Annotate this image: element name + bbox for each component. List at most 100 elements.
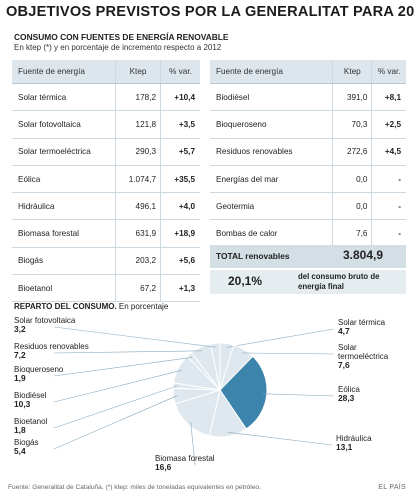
pie-label: Eólica xyxy=(338,385,360,394)
header-pct: % var. xyxy=(160,60,200,84)
row-ktep: 1.074,7 xyxy=(114,165,161,194)
source-note: Fuente: Generalitat de Cataluña. (*) kte… xyxy=(8,484,261,491)
pie-value-label: 28,3 xyxy=(338,393,355,403)
row-pct: +3,5 xyxy=(160,110,200,139)
leader-line xyxy=(53,385,178,429)
row-pct: +8,1 xyxy=(371,83,406,112)
leader-line xyxy=(262,393,335,397)
header-source: Fuente de energía xyxy=(12,60,116,84)
table-row: Biomasa forestal 631,9 +18,9 xyxy=(12,219,200,248)
table-subtitle: En ktep (*) y en porcentaje de increment… xyxy=(14,43,222,52)
pie-title-rest: En porcentaje xyxy=(116,302,169,311)
row-pct: +4,5 xyxy=(371,138,406,166)
page-title: OBJETIVOS PREVISTOS POR LA GENERALITAT P… xyxy=(6,4,414,20)
row-pct: - xyxy=(371,165,406,194)
leader-line xyxy=(227,431,333,446)
pie-value-label: 10,3 xyxy=(14,399,31,409)
share-percent: 20,1% xyxy=(228,274,263,288)
leader-line xyxy=(53,350,203,354)
pie-value-label: 1,9 xyxy=(14,373,26,383)
pie-label: Bioetanol xyxy=(14,417,48,426)
pie-value-label: 16,6 xyxy=(155,462,172,472)
row-name: Solar térmica xyxy=(12,83,116,112)
row-name: Bioqueroseno xyxy=(210,110,333,139)
leader-line xyxy=(226,328,335,348)
row-pct: +5,7 xyxy=(160,138,200,166)
table-title: CONSUMO CON FUENTES DE ENERGÍA RENOVABLE xyxy=(14,32,229,42)
row-name: Residuos renovables xyxy=(210,138,333,166)
row-ktep: 272,6 xyxy=(332,138,372,166)
pie-value-label: 7,2 xyxy=(14,350,26,360)
table-row: Eólica 1.074,7 +35,5 xyxy=(12,165,200,194)
row-pct: +1,3 xyxy=(160,274,200,303)
row-pct: - xyxy=(371,192,406,221)
energy-table-left: Fuente de energía Ktep % var. Solar térm… xyxy=(12,60,200,303)
table-row: Geotermia 0,0- xyxy=(210,192,406,221)
brand-logo: EL PAÍS xyxy=(378,484,406,491)
total-value: 3.804,9 xyxy=(343,248,384,262)
row-name: Bioetanol xyxy=(12,274,116,303)
leader-line xyxy=(53,357,192,377)
pie-slice-biomasa-forestal xyxy=(174,389,221,437)
row-pct: +35,5 xyxy=(160,165,200,194)
leader-line xyxy=(53,395,178,450)
row-name: Bombas de calor xyxy=(210,219,333,248)
table-header-row: Fuente de energía Ktep % var. xyxy=(12,60,200,84)
row-ktep: 290,3 xyxy=(114,138,161,166)
pie-title: REPARTO DEL CONSUMO. En porcentaje xyxy=(14,302,168,311)
pie-label: Solar térmica xyxy=(338,318,386,327)
row-ktep: 496,1 xyxy=(114,192,161,221)
table-row: Biodiésel 391,0 +8,1 xyxy=(210,83,406,112)
row-ktep: 631,9 xyxy=(114,219,161,248)
leader-line xyxy=(53,370,182,403)
pie-value-label: 3,2 xyxy=(14,324,26,334)
pie-label: Biogás xyxy=(14,438,38,447)
header-ktep: Ktep xyxy=(114,60,161,84)
leader-line xyxy=(53,326,216,348)
row-pct: +10,4 xyxy=(160,83,200,112)
total-row: TOTAL renovables 3.804,9 xyxy=(210,245,406,268)
pie-value-label: 7,6 xyxy=(338,360,350,370)
share-description: del consumo bruto de energía final xyxy=(298,272,380,291)
row-name: Geotermia xyxy=(210,192,333,221)
leader-line xyxy=(190,421,196,466)
row-ktep: 0,0 xyxy=(332,165,372,194)
row-ktep: 70,3 xyxy=(332,110,372,139)
row-ktep: 203,2 xyxy=(114,247,161,276)
header-ktep: Ktep xyxy=(332,60,372,84)
row-pct: +5,6 xyxy=(160,247,200,276)
pie-label: Solar fotovoltaica xyxy=(14,316,76,325)
table-row: Solar térmica 178,2 +10,4 xyxy=(12,83,200,112)
table-row: Residuos renovables 272,6 +4,5 xyxy=(210,138,406,166)
table-row: Biogás 203,2 +5,6 xyxy=(12,247,200,276)
row-name: Solar fotovoltaica xyxy=(12,110,116,139)
row-name: Hidráulica xyxy=(12,192,116,221)
pie-label: Hidráulica xyxy=(336,434,372,443)
row-name: Biomasa forestal xyxy=(12,219,116,248)
table-row: Bioqueroseno 70,3 +2,5 xyxy=(210,110,406,139)
row-name: Biodiésel xyxy=(210,83,333,112)
row-ktep: 67,2 xyxy=(114,274,161,303)
table-row: Hidráulica 496,1 +4,0 xyxy=(12,192,200,221)
pie-label: Residuos renovables xyxy=(14,342,89,351)
row-pct: +2,5 xyxy=(371,110,406,139)
pie-label: Biomasa forestal xyxy=(155,454,215,463)
pie-value-label: 4,7 xyxy=(338,326,350,336)
row-pct: +4,0 xyxy=(160,192,200,221)
pie-title-bold: REPARTO DEL CONSUMO. xyxy=(14,302,117,311)
row-name: Solar termoeléctrica xyxy=(12,138,116,166)
row-name: Biogás xyxy=(12,247,116,276)
table-row: Bombas de calor 7,6- xyxy=(210,219,406,248)
total-label: TOTAL renovables xyxy=(216,251,290,261)
table-row: Bioetanol 67,2 +1,3 xyxy=(12,274,200,303)
header-source: Fuente de energía xyxy=(210,60,333,84)
row-ktep: 121,8 xyxy=(114,110,161,139)
row-ktep: 178,2 xyxy=(114,83,161,112)
pie-value-label: 1,8 xyxy=(14,425,26,435)
row-ktep: 391,0 xyxy=(332,83,372,112)
table-header-row: Fuente de energía Ktep % var. xyxy=(210,60,406,84)
pie-label: termoeléctrica xyxy=(338,352,389,361)
row-ktep: 0,0 xyxy=(332,192,372,221)
pie-label: Bioqueroseno xyxy=(14,365,64,374)
